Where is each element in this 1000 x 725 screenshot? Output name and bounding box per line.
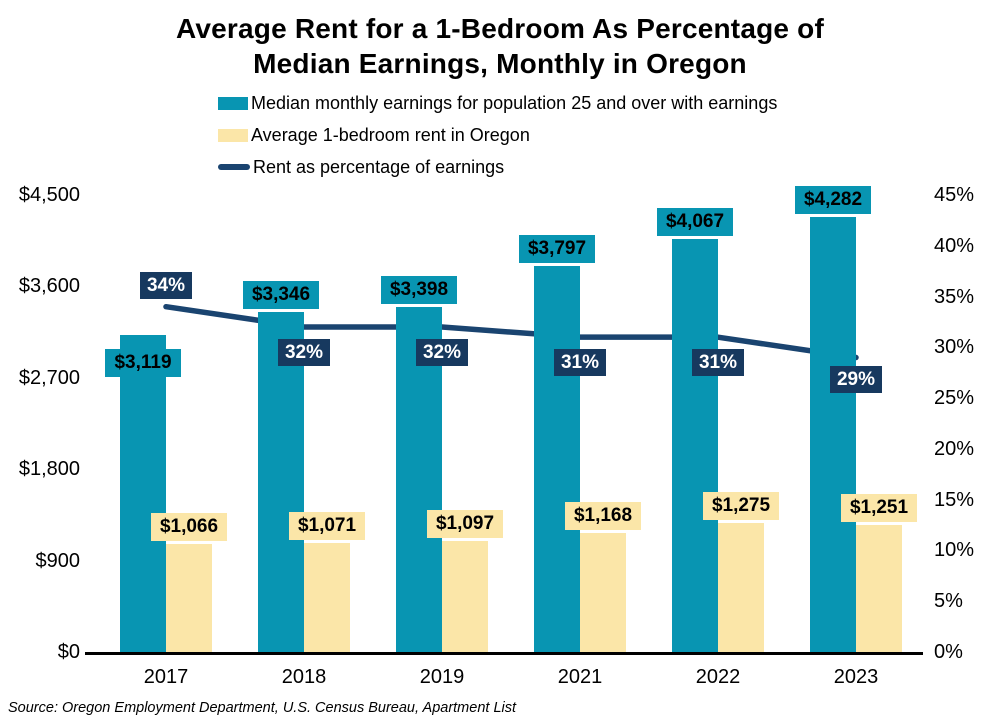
- y-axis-tick-right: 40%: [934, 234, 975, 257]
- page-title: Average Rent for a 1-Bedroom As Percenta…: [176, 13, 824, 44]
- x-axis-tick: 2017: [143, 666, 189, 688]
- earnings-bar: [672, 238, 718, 652]
- legend-swatch-line-icon: [218, 164, 250, 170]
- y-axis-tick-right: 35%: [934, 285, 975, 308]
- earnings-bar-label: $4,282: [795, 186, 871, 215]
- y-axis-tick-right: 5%: [934, 590, 963, 613]
- legend: Median monthly earnings for population 2…: [218, 93, 777, 189]
- x-axis-tick: 2022: [695, 666, 741, 688]
- x-axis-tick: 2021: [557, 666, 603, 688]
- rent-bar: [166, 543, 212, 652]
- rent-bar-label: $1,066: [151, 512, 227, 541]
- y-axis-tick-left: $1,800: [18, 458, 80, 481]
- legend-item: Median monthly earnings for population 2…: [218, 93, 777, 113]
- earnings-bar-label: $3,119: [105, 349, 181, 378]
- rent-bar: [442, 540, 488, 652]
- legend-item: Rent as percentage of earnings: [218, 157, 777, 177]
- x-axis-tick: 2023: [833, 666, 879, 688]
- x-axis-line: [85, 652, 923, 655]
- y-axis-tick-left: $2,700: [18, 366, 80, 389]
- y-axis-tick-right: 45%: [934, 184, 975, 206]
- rent-bar-label: $1,097: [427, 509, 503, 538]
- earnings-bar-label: $3,346: [243, 281, 319, 310]
- rent-bar-label: $1,275: [703, 491, 779, 520]
- percent-point-label: 32%: [416, 339, 468, 367]
- earnings-bar-label: $3,797: [519, 235, 595, 264]
- rent-bar-label: $1,168: [565, 502, 641, 531]
- rent-bar-label: $1,251: [841, 493, 917, 522]
- legend-item: Average 1-bedroom rent in Oregon: [218, 125, 777, 145]
- earnings-bar-label: $3,398: [381, 275, 457, 304]
- y-axis-tick-left: $900: [35, 549, 81, 572]
- percent-point-label: 31%: [692, 349, 744, 377]
- earnings-bar: [258, 312, 304, 652]
- y-axis-tick-right: 25%: [934, 387, 975, 410]
- rent-bar-label: $1,071: [289, 512, 365, 541]
- percent-point-label: 32%: [278, 339, 330, 367]
- legend-label: Average 1-bedroom rent in Oregon: [251, 124, 530, 145]
- y-axis-tick-right: 15%: [934, 488, 975, 511]
- percent-point-label: 29%: [830, 366, 882, 394]
- y-axis-tick-right: 20%: [934, 437, 975, 460]
- x-axis-tick: 2019: [419, 666, 465, 688]
- legend-swatch-bar-icon: [218, 96, 248, 110]
- rent-bar: [718, 522, 764, 652]
- earnings-bar: [810, 217, 856, 652]
- percent-point-label: 31%: [554, 349, 606, 377]
- page-title-line2: Median Earnings, Monthly in Oregon: [253, 48, 747, 79]
- y-axis-tick-right: 0%: [934, 641, 963, 663]
- rent-bar: [304, 543, 350, 652]
- earnings-bar-label: $4,067: [657, 207, 733, 236]
- y-axis-tick-left: $3,600: [18, 275, 80, 298]
- legend-swatch-bar-icon: [218, 128, 248, 142]
- y-axis-tick-left: $4,500: [18, 184, 80, 206]
- rent-bar: [856, 524, 902, 652]
- y-axis-tick-right: 10%: [934, 539, 975, 562]
- y-axis-tick-right: 30%: [934, 336, 975, 359]
- legend-label: Rent as percentage of earnings: [253, 156, 505, 177]
- rent-bar: [580, 533, 626, 652]
- earnings-bar: [120, 335, 166, 652]
- earnings-bar: [534, 266, 580, 652]
- x-axis-tick: 2018: [281, 666, 327, 688]
- y-axis-tick-left: $0: [57, 641, 80, 663]
- percent-point-label: 34%: [140, 271, 192, 299]
- legend-label: Median monthly earnings for population 2…: [251, 92, 778, 113]
- source-note: Source: Oregon Employment Department, U.…: [8, 700, 517, 716]
